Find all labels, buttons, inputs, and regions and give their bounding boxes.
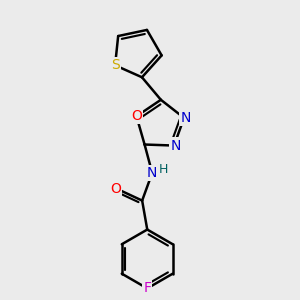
Text: F: F: [143, 281, 151, 296]
Text: O: O: [110, 182, 121, 197]
Text: S: S: [111, 58, 119, 72]
Text: N: N: [170, 139, 181, 153]
Text: N: N: [180, 111, 191, 125]
Text: H: H: [159, 163, 168, 176]
Text: O: O: [131, 109, 142, 123]
Text: N: N: [147, 166, 158, 180]
